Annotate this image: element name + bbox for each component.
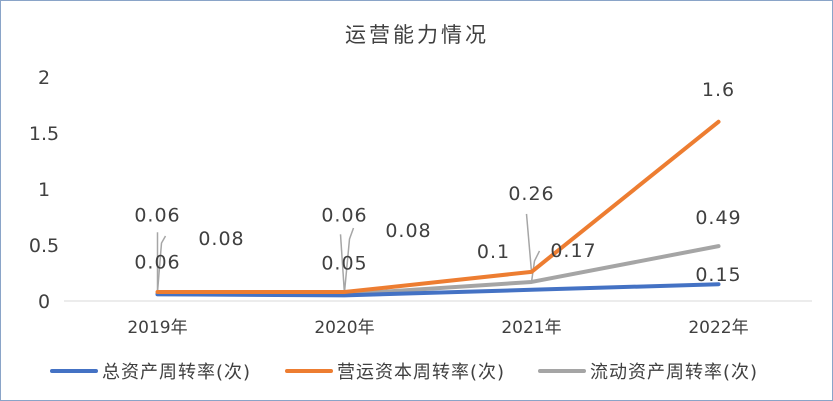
data-label: 0.06: [321, 204, 367, 226]
label-leader-line: [343, 227, 355, 293]
y-axis: 0 0.5 1 1.5 2: [29, 67, 59, 313]
x-axis: 2019年 2020年 2021年 2022年: [127, 318, 748, 338]
y-tick-label: 2: [38, 67, 50, 89]
label-leader-lines: [156, 213, 541, 295]
data-label: 0.17: [550, 240, 596, 262]
series-line: [155, 119, 721, 295]
data-label: 0.06: [134, 251, 180, 273]
data-label: 0.15: [695, 264, 741, 286]
label-leader-line: [530, 250, 541, 283]
series-lines: [155, 119, 721, 298]
data-label: 0.49: [695, 207, 741, 229]
legend-label: 总资产周转率(次): [102, 362, 251, 383]
y-tick-label: 0.5: [29, 235, 59, 257]
legend-label: 营运资本周转率(次): [337, 362, 505, 383]
data-label: 1.6: [702, 79, 735, 101]
x-tick-label: 2019年: [127, 318, 187, 338]
legend-label: 流动资产周转率(次): [590, 362, 758, 383]
x-tick-label: 2022年: [688, 318, 748, 338]
x-tick-label: 2021年: [501, 318, 561, 338]
y-tick-label: 1: [38, 179, 50, 201]
label-leader-line: [156, 235, 167, 293]
y-tick-label: 1.5: [29, 123, 59, 145]
y-tick-label: 0: [38, 291, 50, 313]
data-labels: 0.06 0.05 0.1 0.15 0.08 0.08 0.26 1.6 0.06 0.06 0.…: [134, 79, 741, 286]
chart-title: 运营能力情况: [345, 23, 489, 47]
label-leader-line: [339, 234, 346, 295]
series-line: [155, 282, 721, 298]
data-label: 0.1: [477, 241, 510, 263]
data-label: 0.05: [321, 252, 367, 274]
data-label: 0.06: [134, 204, 180, 226]
label-leader-line: [525, 213, 533, 272]
data-label: 0.08: [385, 220, 431, 242]
data-label: 0.08: [198, 228, 244, 250]
x-tick-label: 2020年: [314, 318, 374, 338]
legend: 总资产周转率(次) 营运资本周转率(次) 流动资产周转率(次): [50, 362, 758, 383]
data-label: 0.26: [508, 183, 554, 205]
